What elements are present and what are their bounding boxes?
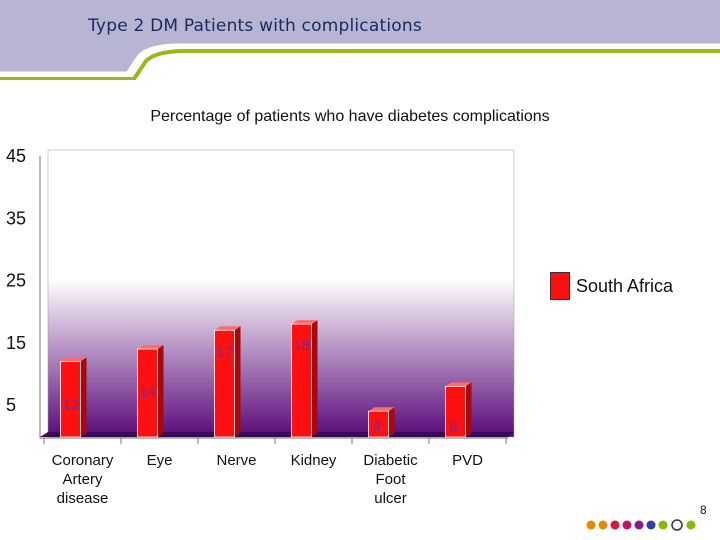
footer-dot [598,520,608,530]
bar-face [214,329,235,438]
footer-dot [686,520,696,530]
bar-side [465,382,472,437]
x-tick-label: Kidney [291,452,337,469]
bar [214,326,241,438]
bar-side [80,357,87,437]
slide-title: Type 2 DM Patients with complications [88,16,422,36]
slide-header: Type 2 DM Patients with complications [0,0,720,81]
bar-side [388,407,395,437]
bar-face [445,385,466,438]
footer-dot [634,520,644,530]
bar-top [291,320,318,325]
plot-floor [40,432,514,437]
data-label: 12 [63,396,80,413]
bar-face [137,348,158,438]
x-tick-label: PVD [452,452,483,469]
footer-dot [610,520,620,530]
data-label: 17 [217,343,234,360]
data-label: 14 [140,384,157,401]
x-tick-label: Eye [147,452,173,469]
footer-ring [671,519,683,531]
x-tick-label: Diabetic Foot ulcer [363,452,418,507]
bar-top [214,326,241,331]
bar [291,320,318,438]
bar [445,382,472,438]
y-tick-label: 5 [6,395,16,415]
bar-top [60,357,87,362]
y-tick-label: 45 [6,146,26,166]
bar-top [137,344,164,349]
legend: South Africa [550,272,673,300]
bar-face [291,323,312,438]
data-label: 18 [294,337,311,354]
legend-label: South Africa [576,275,674,296]
bar [137,344,164,438]
plot-wall [47,149,515,438]
bar [60,357,87,438]
legend-swatch [550,272,570,300]
y-tick-label: 35 [6,208,26,228]
bar-chart: 5 15 25 35 45 12 14 17 18 4 8 Coronary Artery disea… [6,146,515,507]
bar-top [445,382,472,387]
bar-top [368,407,395,412]
footer-dot [622,520,632,530]
bar-face [60,361,81,438]
data-label: 8 [450,418,458,435]
header-banner [0,0,720,81]
bar-face [368,410,389,438]
bar-side [157,344,164,437]
bar-side [234,326,241,437]
data-label: 4 [373,418,381,435]
y-tick-label: 25 [6,271,26,291]
x-tick-label: Coronary Artery disease [52,452,114,507]
x-tick-label: Nerve [216,452,256,469]
y-tick-label: 15 [6,333,26,353]
bar-side [311,320,318,437]
footer-dots [586,519,696,531]
chart-title: Percentage of patients who have diabetes… [150,108,550,125]
page-number: 8 [700,503,707,517]
footer-dot [646,520,656,530]
footer-dot [658,520,668,530]
footer-dot [586,520,596,530]
bar [368,407,395,438]
